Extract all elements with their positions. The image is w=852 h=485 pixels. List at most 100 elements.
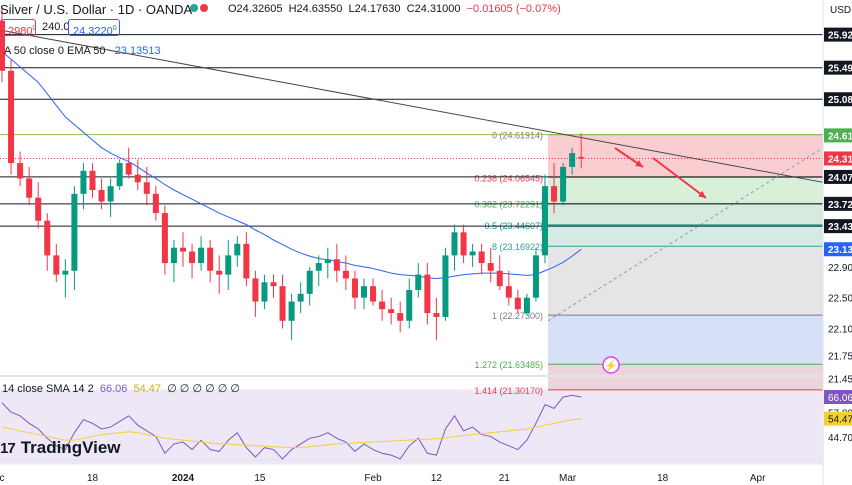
descending-trendline[interactable] bbox=[0, 29, 824, 183]
candle[interactable] bbox=[370, 278, 377, 306]
candle[interactable] bbox=[53, 243, 60, 283]
candle[interactable] bbox=[442, 247, 449, 321]
time-axis-label: 12 bbox=[431, 473, 443, 484]
time-axis-label: 15 bbox=[254, 473, 266, 484]
lightning-icon[interactable] bbox=[602, 356, 620, 374]
candle-body bbox=[478, 251, 485, 264]
candle[interactable] bbox=[560, 163, 567, 206]
rsi-sma-line[interactable] bbox=[1, 418, 582, 449]
candle-body bbox=[514, 297, 521, 310]
candle[interactable] bbox=[361, 278, 367, 310]
ema-legend[interactable]: A 50 close 0 EMA 50 23.13513 bbox=[4, 45, 161, 57]
tradingview-logo[interactable]: 17 TradingView bbox=[0, 438, 121, 458]
candle[interactable] bbox=[523, 293, 530, 316]
candle[interactable] bbox=[279, 274, 286, 329]
candle[interactable] bbox=[98, 178, 105, 210]
candle[interactable] bbox=[107, 178, 114, 217]
price-axis-label: 22.90 bbox=[828, 263, 852, 274]
candle-body bbox=[306, 270, 313, 294]
candle[interactable] bbox=[460, 224, 467, 264]
candle[interactable] bbox=[424, 263, 431, 325]
time-axis-label: 18 bbox=[657, 473, 669, 484]
candle-body bbox=[523, 297, 530, 314]
candle[interactable] bbox=[44, 213, 51, 271]
candle[interactable] bbox=[415, 263, 422, 298]
candle[interactable] bbox=[71, 186, 78, 290]
candle[interactable] bbox=[62, 259, 69, 298]
candle[interactable] bbox=[333, 243, 340, 283]
candle[interactable] bbox=[388, 297, 395, 325]
candle[interactable] bbox=[234, 236, 241, 267]
candle-body bbox=[116, 163, 123, 187]
candle[interactable] bbox=[143, 166, 150, 206]
candle[interactable] bbox=[551, 163, 558, 214]
candle[interactable] bbox=[243, 232, 250, 287]
market-status-badge[interactable] bbox=[184, 1, 214, 15]
candle[interactable] bbox=[116, 159, 123, 190]
candle[interactable] bbox=[189, 243, 196, 279]
close-value: C24.31000 bbox=[406, 3, 461, 15]
candle[interactable] bbox=[569, 147, 576, 175]
candle[interactable] bbox=[514, 290, 521, 314]
candle[interactable] bbox=[297, 282, 304, 314]
currency-label[interactable]: USD bbox=[830, 5, 852, 16]
candle[interactable] bbox=[89, 163, 96, 198]
candle[interactable] bbox=[270, 274, 277, 298]
candle-body bbox=[542, 186, 548, 256]
candle[interactable] bbox=[8, 59, 15, 175]
candle[interactable] bbox=[26, 166, 33, 206]
candle[interactable] bbox=[324, 247, 331, 279]
candle[interactable] bbox=[351, 270, 358, 310]
candle[interactable] bbox=[170, 240, 177, 283]
candle[interactable] bbox=[152, 186, 159, 221]
candle[interactable] bbox=[379, 290, 386, 321]
candle[interactable] bbox=[578, 133, 585, 169]
symbol-title[interactable]: Silver / U.S. Dollar · 1D · OANDA bbox=[0, 2, 193, 17]
rsi-legend[interactable]: 14 close SMA 14 2 66.06 54.47 ∅ ∅ ∅ ∅ ∅ … bbox=[2, 382, 240, 395]
candle-body bbox=[44, 220, 51, 256]
candle[interactable] bbox=[315, 255, 322, 287]
price-axis-label: 21.45 bbox=[828, 374, 852, 385]
candle[interactable] bbox=[0, 5, 5, 83]
candle[interactable] bbox=[306, 266, 313, 306]
candle[interactable] bbox=[261, 274, 268, 310]
projection-arrow-head bbox=[698, 190, 706, 198]
candle[interactable] bbox=[542, 174, 548, 264]
candle[interactable] bbox=[125, 147, 132, 179]
candle-body bbox=[53, 255, 60, 275]
candle[interactable] bbox=[17, 151, 24, 187]
candle-body bbox=[279, 286, 286, 321]
sell-price-button[interactable]: .29800 bbox=[0, 19, 36, 38]
candle[interactable] bbox=[532, 247, 539, 302]
candle-body bbox=[243, 243, 250, 279]
candle[interactable] bbox=[433, 297, 440, 340]
candle[interactable] bbox=[487, 247, 494, 283]
candle[interactable] bbox=[180, 232, 186, 267]
buy-price-button[interactable]: 24.32200 bbox=[68, 19, 120, 38]
time-axis-label: 18 bbox=[87, 473, 99, 484]
candle[interactable] bbox=[451, 224, 458, 271]
projection-arrow[interactable] bbox=[652, 157, 707, 199]
candle[interactable] bbox=[342, 255, 349, 290]
candle-body bbox=[152, 193, 159, 214]
candle[interactable] bbox=[35, 182, 42, 229]
candle[interactable] bbox=[198, 236, 205, 271]
candle[interactable] bbox=[134, 159, 141, 190]
candle[interactable] bbox=[216, 255, 223, 294]
candle[interactable] bbox=[397, 301, 404, 333]
rsi-line[interactable] bbox=[1, 394, 582, 460]
candle[interactable] bbox=[505, 270, 512, 306]
candle[interactable] bbox=[225, 240, 232, 290]
candle[interactable] bbox=[252, 270, 259, 317]
candle[interactable] bbox=[288, 293, 295, 340]
candle[interactable] bbox=[496, 255, 503, 290]
candle[interactable] bbox=[406, 278, 413, 329]
candle[interactable] bbox=[478, 243, 485, 275]
candle[interactable] bbox=[207, 240, 214, 283]
candle[interactable] bbox=[469, 243, 476, 267]
ema-50-line[interactable] bbox=[1, 51, 582, 279]
candle[interactable] bbox=[161, 205, 168, 275]
candle[interactable] bbox=[80, 163, 87, 210]
ascending-trendline[interactable] bbox=[547, 147, 824, 322]
